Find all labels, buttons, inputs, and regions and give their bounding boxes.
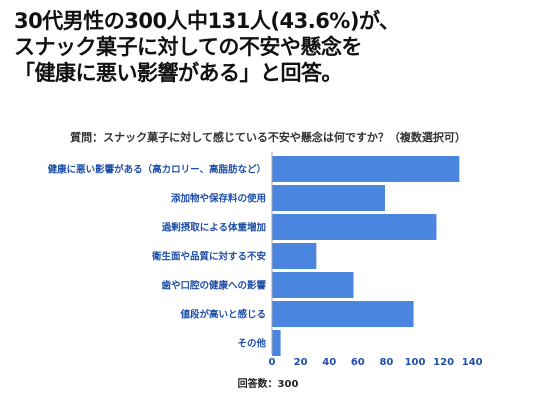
- category-label-7: その他: [237, 338, 266, 350]
- category-label-6: 値段が高いと感じる: [179, 309, 266, 321]
- headline-line-2: スナック菓子に対しての不安や懸念を: [14, 35, 362, 59]
- category-label-3: 過剰摂取による体重増加: [161, 222, 266, 234]
- x-tick-label-4: 60: [351, 357, 365, 368]
- x-tick-label-5: 80: [379, 357, 393, 368]
- bar-3: [272, 214, 437, 240]
- x-tick-label-2: 20: [294, 357, 308, 368]
- bar-6: [272, 301, 414, 327]
- bar-2: [272, 185, 385, 211]
- category-label-1: 健康に悪い影響がある（高カロリー、高脂肪など）: [48, 164, 266, 176]
- x-tick-label-1: 0: [269, 357, 276, 368]
- x-tick-label-8: 140: [462, 357, 483, 368]
- x-tick-label-7: 120: [433, 357, 454, 368]
- response-count: 回答数：300: [237, 379, 299, 390]
- category-label-5: 歯や口腔の健康への影響: [161, 280, 266, 292]
- bar-4: [272, 243, 317, 269]
- x-tick-label-3: 40: [322, 357, 336, 368]
- bar-5: [272, 272, 354, 298]
- bar-7: [272, 330, 281, 356]
- headline-line-1: 30代男性の300人中131人(43.6%)が、: [14, 9, 400, 33]
- headline: 30代男性の300人中131人(43.6%)が、 スナック菓子に対しての不安や懸…: [14, 8, 526, 86]
- headline-line-3: 「健康に悪い影響がある」と回答。: [14, 61, 343, 85]
- x-tick-label-6: 100: [405, 357, 426, 368]
- category-label-4: 衛生面や品質に対する不安: [151, 251, 267, 263]
- category-label-2: 添加物や保存料の使用: [171, 193, 266, 205]
- survey-question: 質問：スナック菓子に対して感じている不安や懸念は何ですか？（複数選択可）: [70, 131, 466, 144]
- bar-1: [272, 156, 460, 182]
